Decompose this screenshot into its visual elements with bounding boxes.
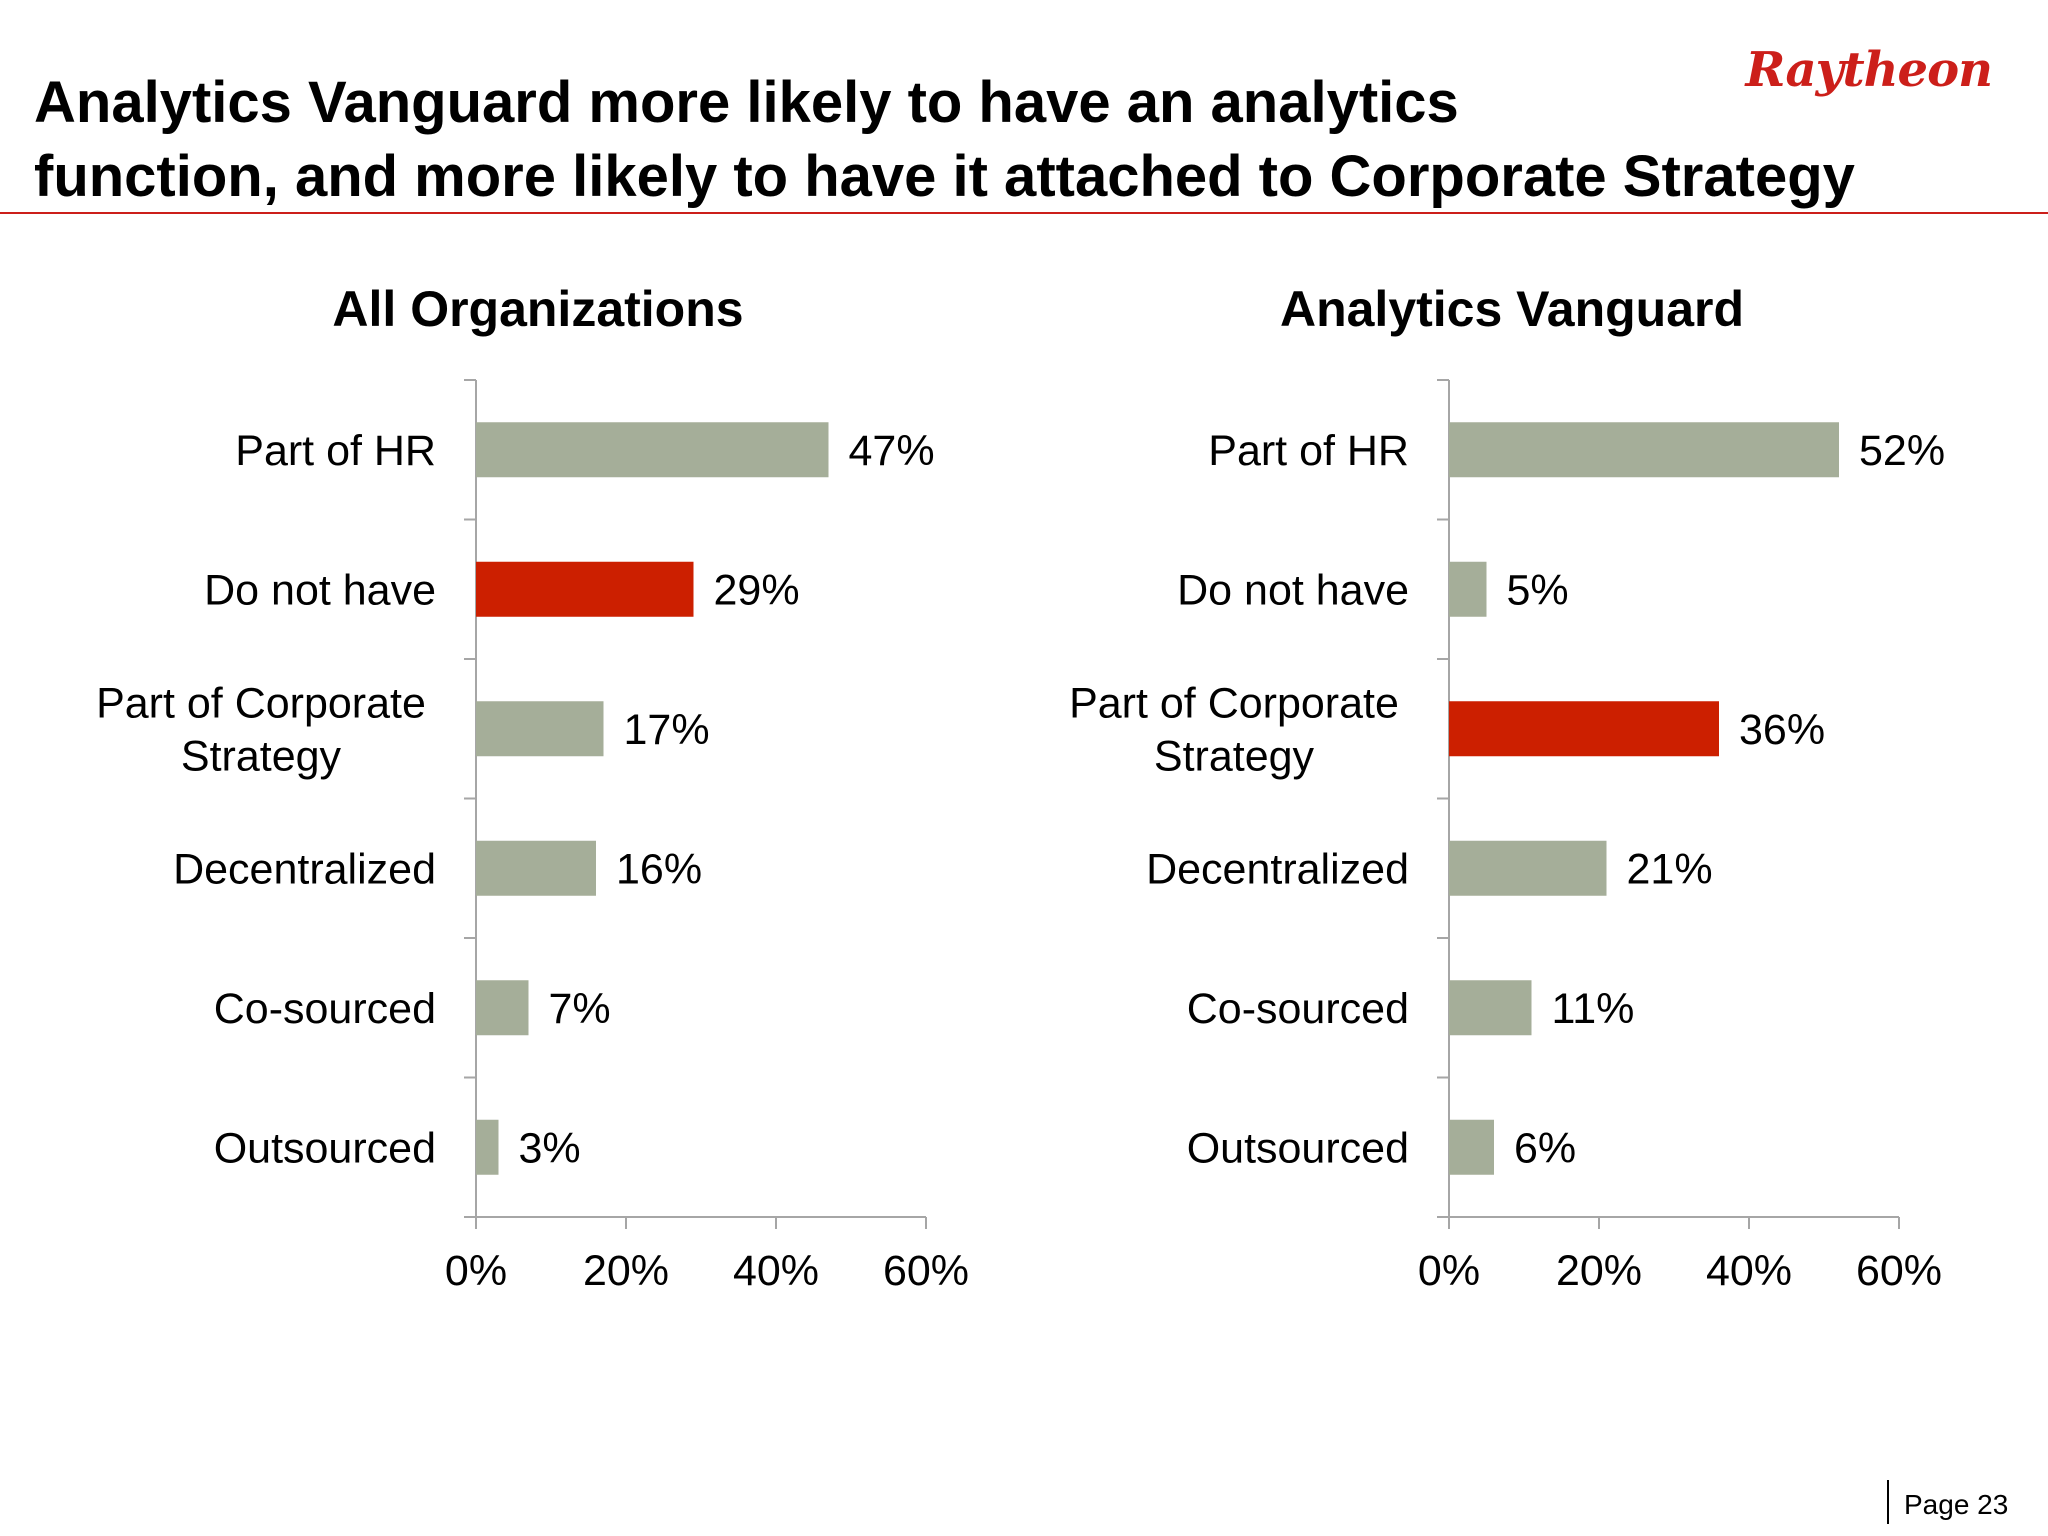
bar [1449,1119,1494,1175]
category-label: Part of Corporate Strategy [96,679,426,780]
x-tick-label: 60% [1856,1247,1942,1295]
data-label: 29% [714,566,800,614]
category-label: Do not have [1177,566,1409,614]
data-label: 47% [849,427,935,475]
page-number: Page 23 [1904,1489,2009,1520]
x-tick-label: 20% [583,1247,669,1295]
raytheon-logo: Raytheon [1745,42,1993,98]
data-label: 17% [624,706,710,754]
bar [1449,701,1719,757]
bar [1449,980,1532,1036]
category-label: Outsourced [214,1124,436,1172]
slide-title: Analytics Vanguard more likely to have a… [34,70,1855,209]
data-label: 7% [549,985,611,1033]
bar [476,840,596,896]
category-label-line: Part of Corporate [1069,679,1399,727]
footer-divider [1887,1480,1889,1524]
category-label: Part of HR [1208,427,1409,475]
category-label-line: Strategy [181,732,342,780]
category-label-line: Strategy [1154,732,1315,780]
x-tick-label: 60% [883,1247,969,1295]
bar [476,980,529,1036]
category-label: Do not have [204,566,436,614]
data-label: 6% [1514,1124,1576,1172]
category-label: Co-sourced [214,985,436,1033]
chart-title: Analytics Vanguard [1280,281,1744,337]
category-label: Co-sourced [1187,985,1409,1033]
x-tick-label: 0% [1418,1247,1480,1295]
category-label: Decentralized [173,845,436,893]
data-label: 3% [519,1124,581,1172]
data-label: 21% [1627,845,1713,893]
x-tick-label: 40% [1706,1247,1792,1295]
category-label: Part of HR [235,427,436,475]
bar [476,561,694,617]
data-label: 11% [1552,985,1635,1033]
x-tick-label: 0% [445,1247,507,1295]
data-label: 36% [1739,706,1825,754]
bar [1449,840,1607,896]
bar [1449,422,1839,478]
category-label: Part of Corporate Strategy [1069,679,1399,780]
title-divider [0,212,2048,214]
category-label: Outsourced [1187,1124,1409,1172]
data-label: 52% [1859,427,1945,475]
x-tick-label: 20% [1556,1247,1642,1295]
category-label-line: Part of Corporate [96,679,426,727]
bar [476,1119,499,1175]
category-label: Decentralized [1146,845,1409,893]
bar [1449,561,1487,617]
bar [476,422,829,478]
bar [476,701,604,757]
x-tick-label: 40% [733,1247,819,1295]
data-label: 5% [1507,566,1569,614]
data-label: 16% [616,845,702,893]
chart-title: All Organizations [332,281,743,337]
